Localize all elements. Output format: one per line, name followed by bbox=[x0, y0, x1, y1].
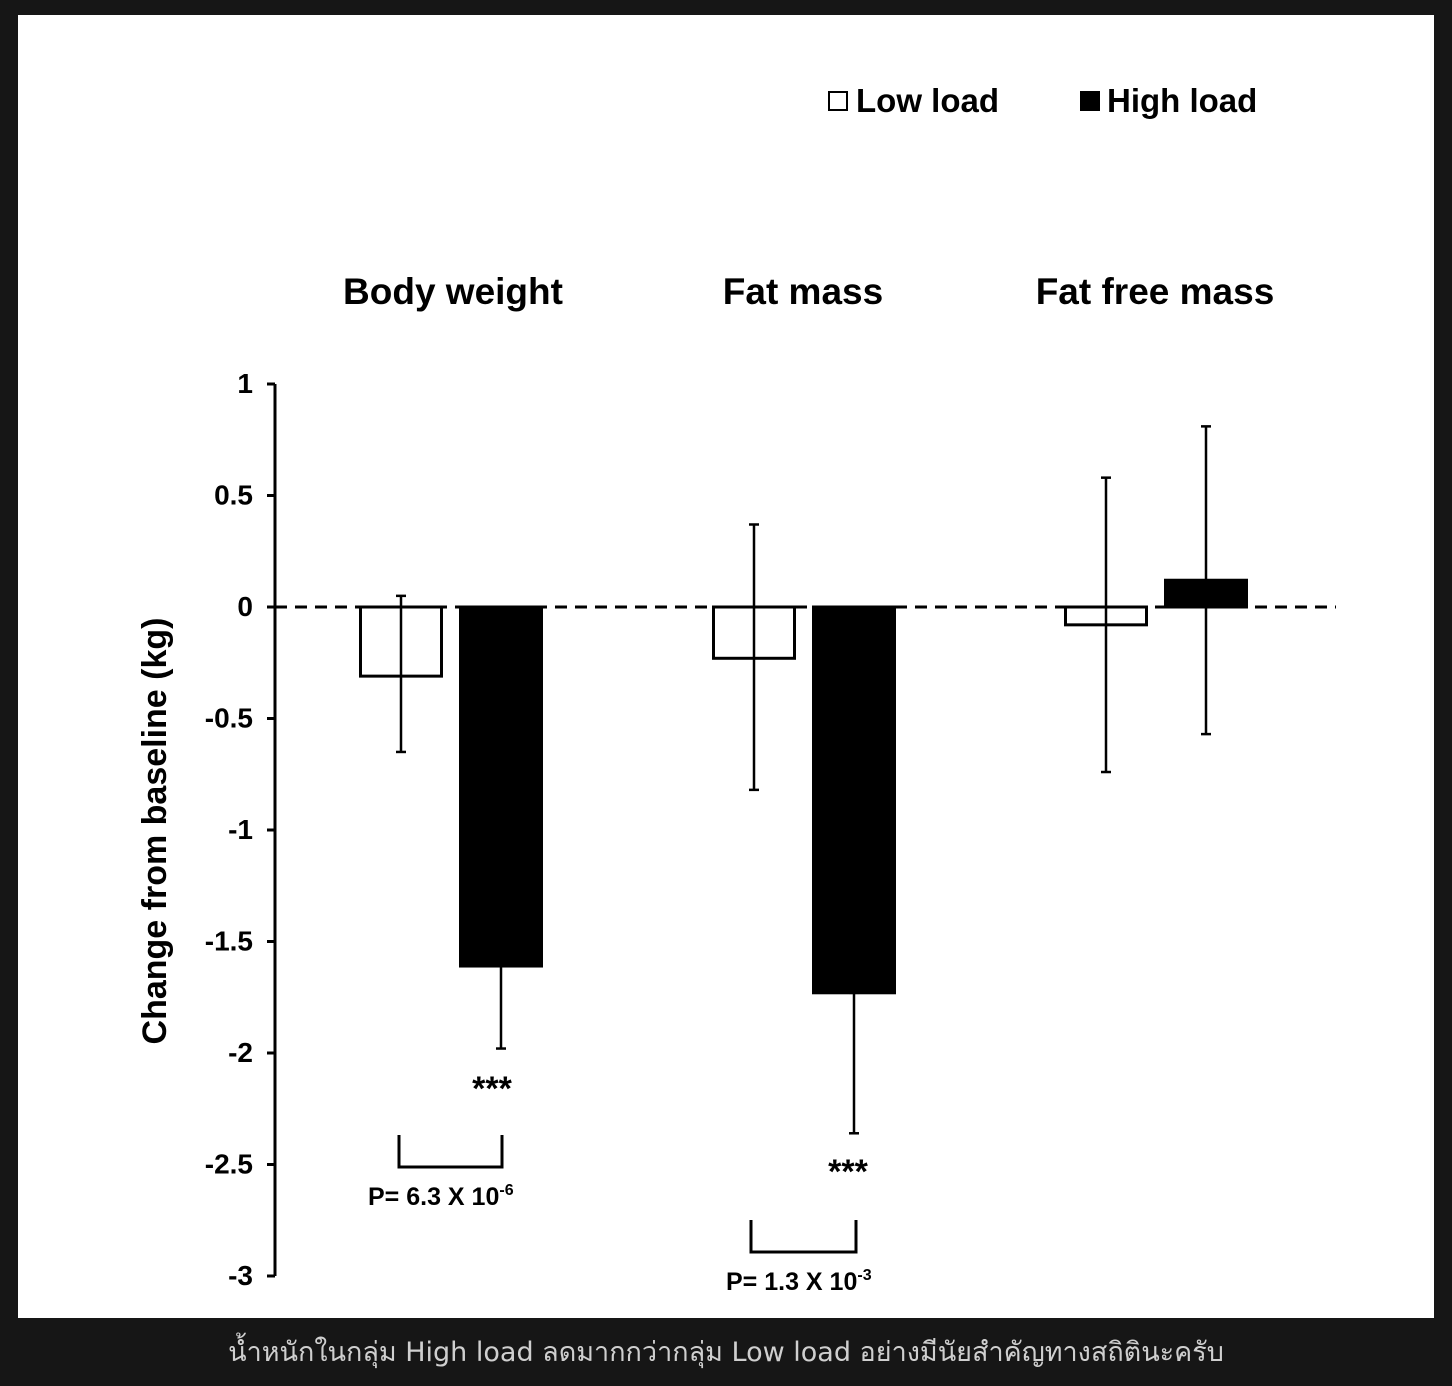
chart-panel: 1 0.5 0 -0.5 -1 -1.5 -2 -2.5 -3 Change from basel… bbox=[18, 15, 1434, 1318]
image-caption: น้ำหนักในกลุ่ม High load ลดมากกว่ากลุ่ม … bbox=[228, 1337, 1224, 1368]
significance-bracket bbox=[749, 1220, 858, 1254]
bar-high-load bbox=[459, 605, 543, 968]
category-label: Body weight bbox=[343, 271, 563, 312]
p-value-label: P= 1.3 X 10-3 bbox=[726, 1267, 872, 1296]
y-tick-label: 1 bbox=[237, 368, 253, 399]
y-axis-label: Change from baseline (kg) bbox=[136, 618, 174, 1045]
y-tick-label: -2 bbox=[228, 1037, 253, 1068]
p-value-exponent: -3 bbox=[857, 1267, 871, 1284]
y-tick-label: 0.5 bbox=[214, 480, 253, 511]
category-label: Fat mass bbox=[723, 271, 883, 312]
significance-bracket bbox=[397, 1135, 504, 1169]
p-value-text: P= 6.3 X 10 bbox=[368, 1183, 499, 1211]
y-tick-label: -1 bbox=[228, 814, 253, 845]
significance-stars: *** bbox=[828, 1153, 868, 1191]
p-value-label: P= 6.3 X 10-6 bbox=[368, 1182, 514, 1211]
bar-chart: 1 0.5 0 -0.5 -1 -1.5 -2 -2.5 -3 Change from basel… bbox=[136, 82, 1336, 1296]
significance-stars: *** bbox=[472, 1070, 512, 1108]
y-tick-label: -3 bbox=[228, 1260, 253, 1291]
y-tick-label: 0 bbox=[237, 591, 253, 622]
y-tick-label: -2.5 bbox=[205, 1149, 253, 1180]
legend-label: High load bbox=[1107, 82, 1257, 119]
bar-high-load bbox=[812, 605, 896, 995]
y-tick-label: -1.5 bbox=[205, 926, 253, 957]
category-label: Fat free mass bbox=[1036, 271, 1275, 312]
legend-swatch bbox=[1080, 91, 1100, 111]
legend-swatch bbox=[828, 91, 848, 111]
y-tick-label: -0.5 bbox=[205, 703, 253, 734]
legend-label: Low load bbox=[856, 82, 999, 119]
p-value-exponent: -6 bbox=[499, 1182, 513, 1199]
p-value-text: P= 1.3 X 10 bbox=[726, 1268, 857, 1296]
